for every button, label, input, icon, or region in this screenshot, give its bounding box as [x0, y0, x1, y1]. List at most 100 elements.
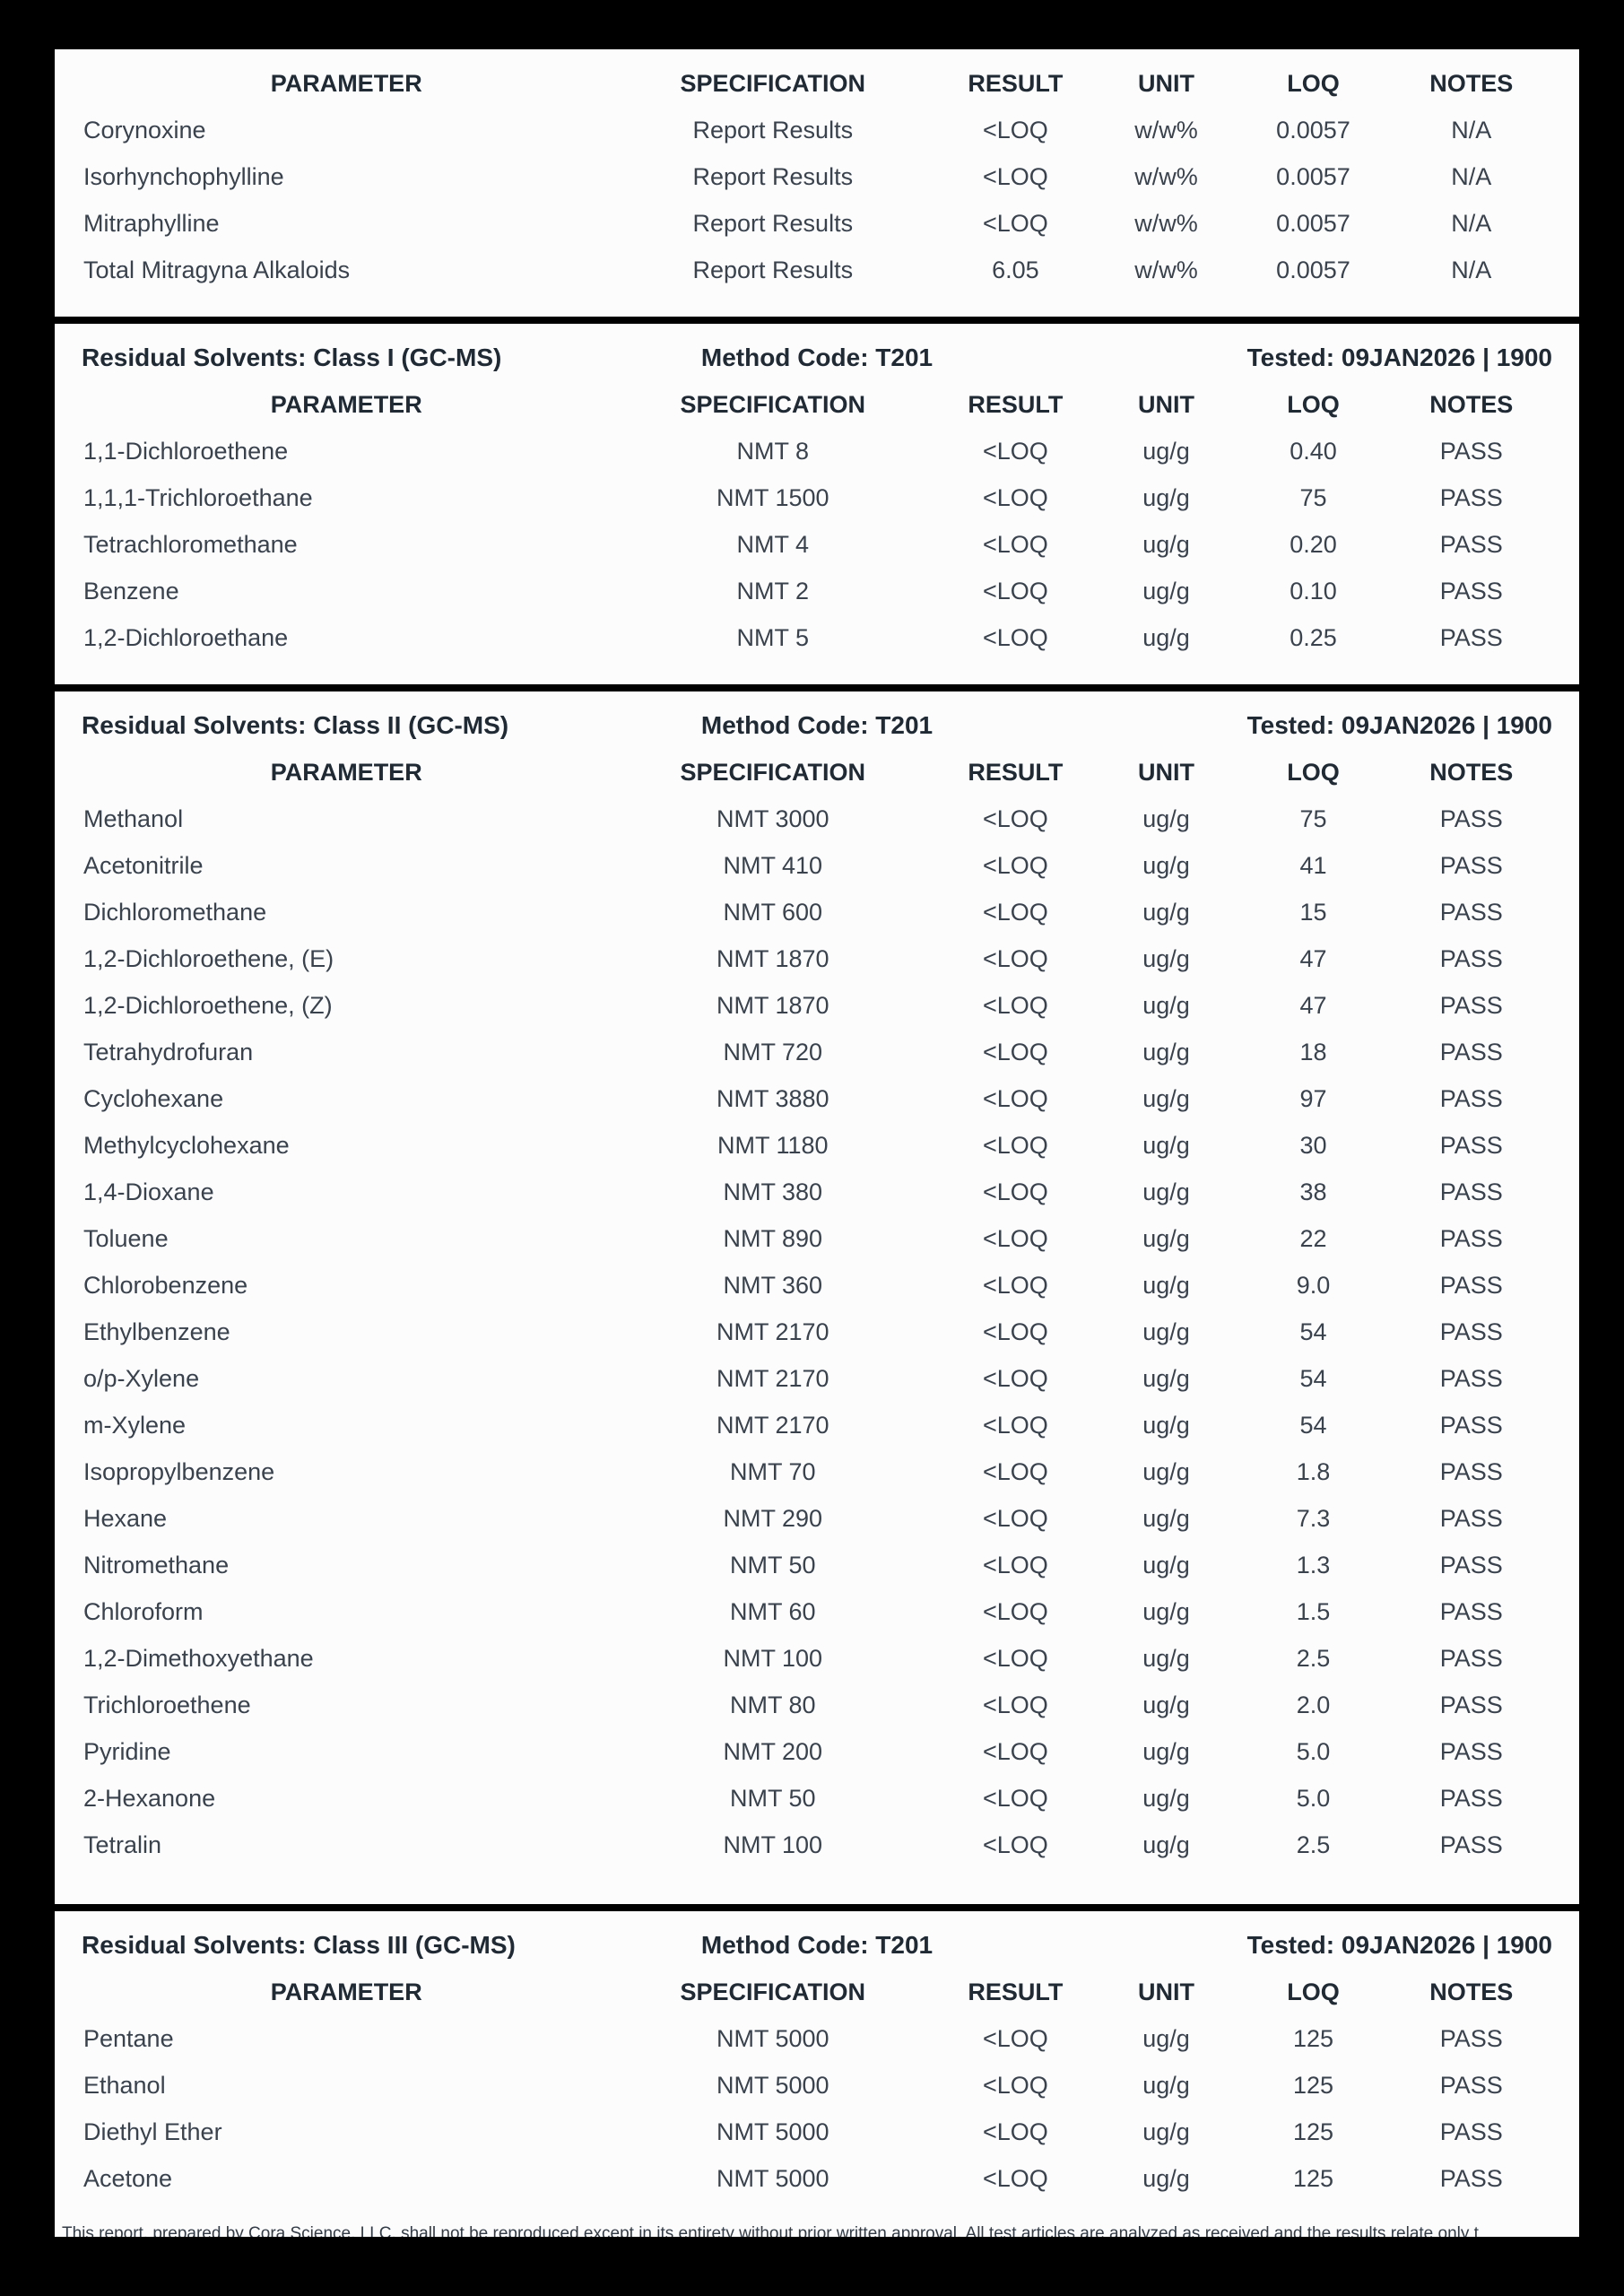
column-header-parameter: PARAMETER [270, 390, 422, 418]
table-header-row: PARAMETER SPECIFICATION RESULT UNIT LOQ NOTES [82, 749, 1552, 796]
column-header-loq: LOQ [1287, 390, 1340, 418]
cell-notes: PASS [1439, 1597, 1503, 1625]
table-row: 1,4-Dioxane NMT 380 <LOQ ug/g 38 PASS [82, 1169, 1552, 1215]
cell-notes: N/A [1451, 162, 1492, 190]
cell-result: <LOQ [982, 851, 1048, 879]
cell-result: <LOQ [982, 483, 1048, 511]
cell-unit: ug/g [1142, 1038, 1190, 1065]
cell-parameter: Tetralin [83, 1831, 162, 1858]
cell-loq: 9.0 [1296, 1271, 1331, 1299]
cell-result: <LOQ [982, 437, 1048, 465]
cell-notes: PASS [1439, 1131, 1503, 1159]
cell-specification: NMT 60 [730, 1597, 816, 1625]
cell-notes: PASS [1439, 1271, 1503, 1299]
cell-parameter: Dichloromethane [83, 898, 267, 926]
cell-specification: Report Results [692, 116, 854, 144]
cell-notes: PASS [1439, 483, 1503, 511]
cell-unit: ug/g [1142, 577, 1190, 604]
section-header: Residual Solvents: Class III (GC-MS) Met… [82, 1922, 1552, 1969]
column-header-loq: LOQ [1287, 69, 1340, 97]
cell-specification: Report Results [692, 256, 854, 283]
cell-unit: ug/g [1142, 2118, 1190, 2145]
cell-specification: NMT 1870 [716, 944, 829, 972]
section-title: Residual Solvents: Class III (GC-MS) [82, 1931, 516, 1959]
cell-unit: w/w% [1134, 256, 1198, 283]
table-row: Total Mitragyna Alkaloids Report Results 6… [82, 247, 1552, 293]
table-row: 1,2-Dimethoxyethane NMT 100 <LOQ ug/g 2.5 PAS… [82, 1635, 1552, 1682]
cell-specification: NMT 360 [723, 1271, 823, 1299]
column-header-unit: UNIT [1137, 1978, 1194, 2005]
cell-loq: 0.40 [1290, 437, 1337, 465]
cell-loq: 97 [1299, 1084, 1327, 1112]
cell-parameter: Methylcyclohexane [83, 1131, 290, 1159]
table-row: Ethylbenzene NMT 2170 <LOQ ug/g 54 PASS [82, 1309, 1552, 1355]
table-body: Corynoxine Report Results <LOQ w/w% 0.0057 N/… [82, 107, 1552, 293]
column-header-specification: SPECIFICATION [680, 1978, 866, 2005]
cell-loq: 1.3 [1296, 1551, 1331, 1578]
cell-parameter: Tetrahydrofuran [83, 1038, 254, 1065]
cell-loq: 125 [1292, 2118, 1333, 2145]
column-header-specification: SPECIFICATION [680, 390, 866, 418]
cell-loq: 125 [1292, 2071, 1333, 2099]
section-title: Residual Solvents: Class I (GC-MS) [82, 344, 502, 371]
cell-result: <LOQ [982, 1411, 1048, 1439]
column-header-parameter: PARAMETER [270, 69, 422, 97]
table-row: Methanol NMT 3000 <LOQ ug/g 75 PASS [82, 796, 1552, 842]
table-row: Chlorobenzene NMT 360 <LOQ ug/g 9.0 PASS [82, 1262, 1552, 1309]
footer-disclaimer-clip: This report, prepared by Cora Science, L… [62, 2223, 1579, 2237]
cell-notes: PASS [1439, 1318, 1503, 1345]
cell-loq: 47 [1299, 944, 1327, 972]
cell-loq: 125 [1292, 2164, 1333, 2192]
cell-unit: ug/g [1142, 1411, 1190, 1439]
table-row: Hexane NMT 290 <LOQ ug/g 7.3 PASS [82, 1495, 1552, 1542]
column-header-parameter: PARAMETER [270, 758, 422, 786]
cell-specification: NMT 380 [723, 1178, 823, 1205]
column-header-unit: UNIT [1137, 758, 1194, 786]
report-section-card: PARAMETER SPECIFICATION RESULT UNIT LOQ NOTES… [55, 49, 1579, 317]
cell-notes: PASS [1439, 1084, 1503, 1112]
table-row: Acetone NMT 5000 <LOQ ug/g 125 PASS [82, 2155, 1552, 2202]
column-header-specification: SPECIFICATION [680, 758, 866, 786]
cell-unit: ug/g [1142, 1737, 1190, 1765]
cell-loq: 18 [1299, 1038, 1327, 1065]
cell-specification: NMT 100 [723, 1644, 823, 1672]
cell-notes: PASS [1439, 991, 1503, 1019]
cell-unit: ug/g [1142, 1504, 1190, 1532]
column-header-unit: UNIT [1137, 69, 1194, 97]
cell-specification: NMT 1180 [717, 1131, 829, 1159]
table-row: Nitromethane NMT 50 <LOQ ug/g 1.3 PASS [82, 1542, 1552, 1588]
cell-unit: ug/g [1142, 944, 1190, 972]
cell-specification: NMT 2170 [716, 1318, 829, 1345]
cell-parameter: Isorhynchophylline [83, 162, 284, 190]
cell-specification: NMT 5 [736, 623, 810, 651]
cell-parameter: Diethyl Ether [83, 2118, 222, 2145]
cell-loq: 2.5 [1296, 1831, 1331, 1858]
cell-result: 6.05 [992, 256, 1039, 283]
cell-parameter: Chlorobenzene [83, 1271, 248, 1299]
cell-notes: PASS [1439, 530, 1503, 558]
section-header: Residual Solvents: Class II (GC-MS) Meth… [82, 702, 1552, 749]
report-sections: PARAMETER SPECIFICATION RESULT UNIT LOQ NOTES… [55, 49, 1579, 2237]
report-section-card: Residual Solvents: Class III (GC-MS) Met… [55, 1911, 1579, 2237]
cell-specification: NMT 8 [736, 437, 810, 465]
cell-specification: NMT 600 [723, 898, 823, 926]
cell-parameter: Hexane [83, 1504, 168, 1532]
cell-result: <LOQ [982, 944, 1048, 972]
cell-notes: PASS [1439, 1831, 1503, 1858]
cell-parameter: Toluene [83, 1224, 169, 1252]
table-row: Trichloroethene NMT 80 <LOQ ug/g 2.0 PASS [82, 1682, 1552, 1728]
table-header-row: PARAMETER SPECIFICATION RESULT UNIT LOQ NOTES [82, 60, 1552, 107]
cell-parameter: Tetrachloromethane [83, 530, 298, 558]
cell-loq: 54 [1299, 1364, 1327, 1392]
cell-loq: 2.0 [1296, 1691, 1331, 1718]
cell-parameter: Acetonitrile [83, 851, 204, 879]
cell-loq: 0.25 [1290, 623, 1337, 651]
table-row: Pentane NMT 5000 <LOQ ug/g 125 PASS [82, 2015, 1552, 2062]
cell-notes: PASS [1439, 944, 1503, 972]
cell-unit: ug/g [1142, 437, 1190, 465]
cell-unit: ug/g [1142, 1178, 1190, 1205]
cell-loq: 75 [1299, 804, 1327, 832]
cell-specification: NMT 5000 [716, 2118, 829, 2145]
cell-result: <LOQ [982, 577, 1048, 604]
cell-result: <LOQ [982, 1318, 1048, 1345]
